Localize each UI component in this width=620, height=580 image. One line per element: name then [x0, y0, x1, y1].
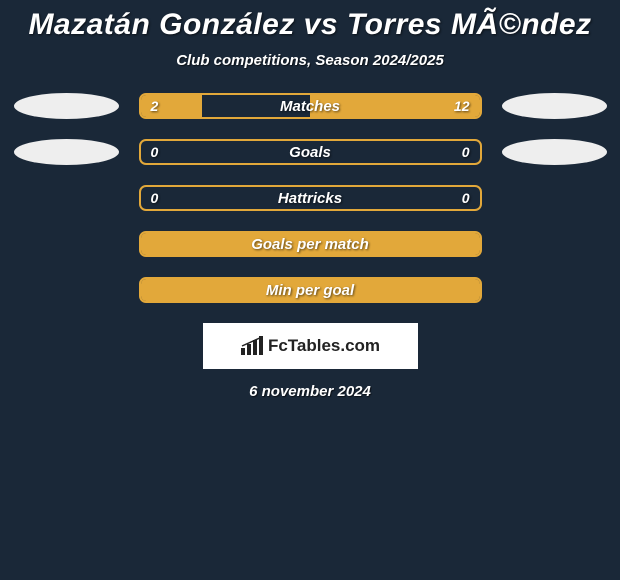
- stat-bar: Min per goal: [139, 277, 482, 303]
- stat-row: 0 Goals 0: [0, 139, 620, 165]
- page-title: Mazatán González vs Torres MÃ©ndez: [0, 8, 620, 42]
- player-left-ellipse: [14, 93, 119, 119]
- date-label: 6 november 2024: [0, 383, 620, 400]
- stat-value-left: 0: [151, 144, 159, 160]
- stat-value-left: 2: [151, 98, 159, 114]
- logo-text: FcTables.com: [268, 336, 380, 356]
- player-right-ellipse: [502, 93, 607, 119]
- subtitle: Club competitions, Season 2024/2025: [0, 52, 620, 69]
- stat-row: Goals per match: [0, 231, 620, 257]
- stat-value-right: 0: [462, 144, 470, 160]
- stat-bars-list: 2 Matches 12 0 Goals 0 0 Hattricks 0 Goals per ma…: [0, 93, 620, 303]
- stat-value-right: 12: [454, 98, 470, 114]
- player-left-ellipse: [14, 139, 119, 165]
- stat-row: 2 Matches 12: [0, 93, 620, 119]
- stat-row: 0 Hattricks 0: [0, 185, 620, 211]
- stats-comparison-card: Mazatán González vs Torres MÃ©ndez Club …: [0, 0, 620, 400]
- bars-icon: [240, 336, 264, 356]
- stat-label: Hattricks: [278, 190, 342, 207]
- stat-bar: 0 Goals 0: [139, 139, 482, 165]
- stat-value-left: 0: [151, 190, 159, 206]
- stat-label: Goals per match: [251, 236, 369, 253]
- stat-bar: 2 Matches 12: [139, 93, 482, 119]
- stat-label: Goals: [289, 144, 331, 161]
- stat-value-right: 0: [462, 190, 470, 206]
- stat-bar: 0 Hattricks 0: [139, 185, 482, 211]
- logo-box[interactable]: FcTables.com: [203, 323, 418, 369]
- player-right-ellipse: [502, 139, 607, 165]
- stat-label: Min per goal: [266, 282, 354, 299]
- stat-bar: Goals per match: [139, 231, 482, 257]
- stat-label: Matches: [280, 98, 340, 115]
- stat-row: Min per goal: [0, 277, 620, 303]
